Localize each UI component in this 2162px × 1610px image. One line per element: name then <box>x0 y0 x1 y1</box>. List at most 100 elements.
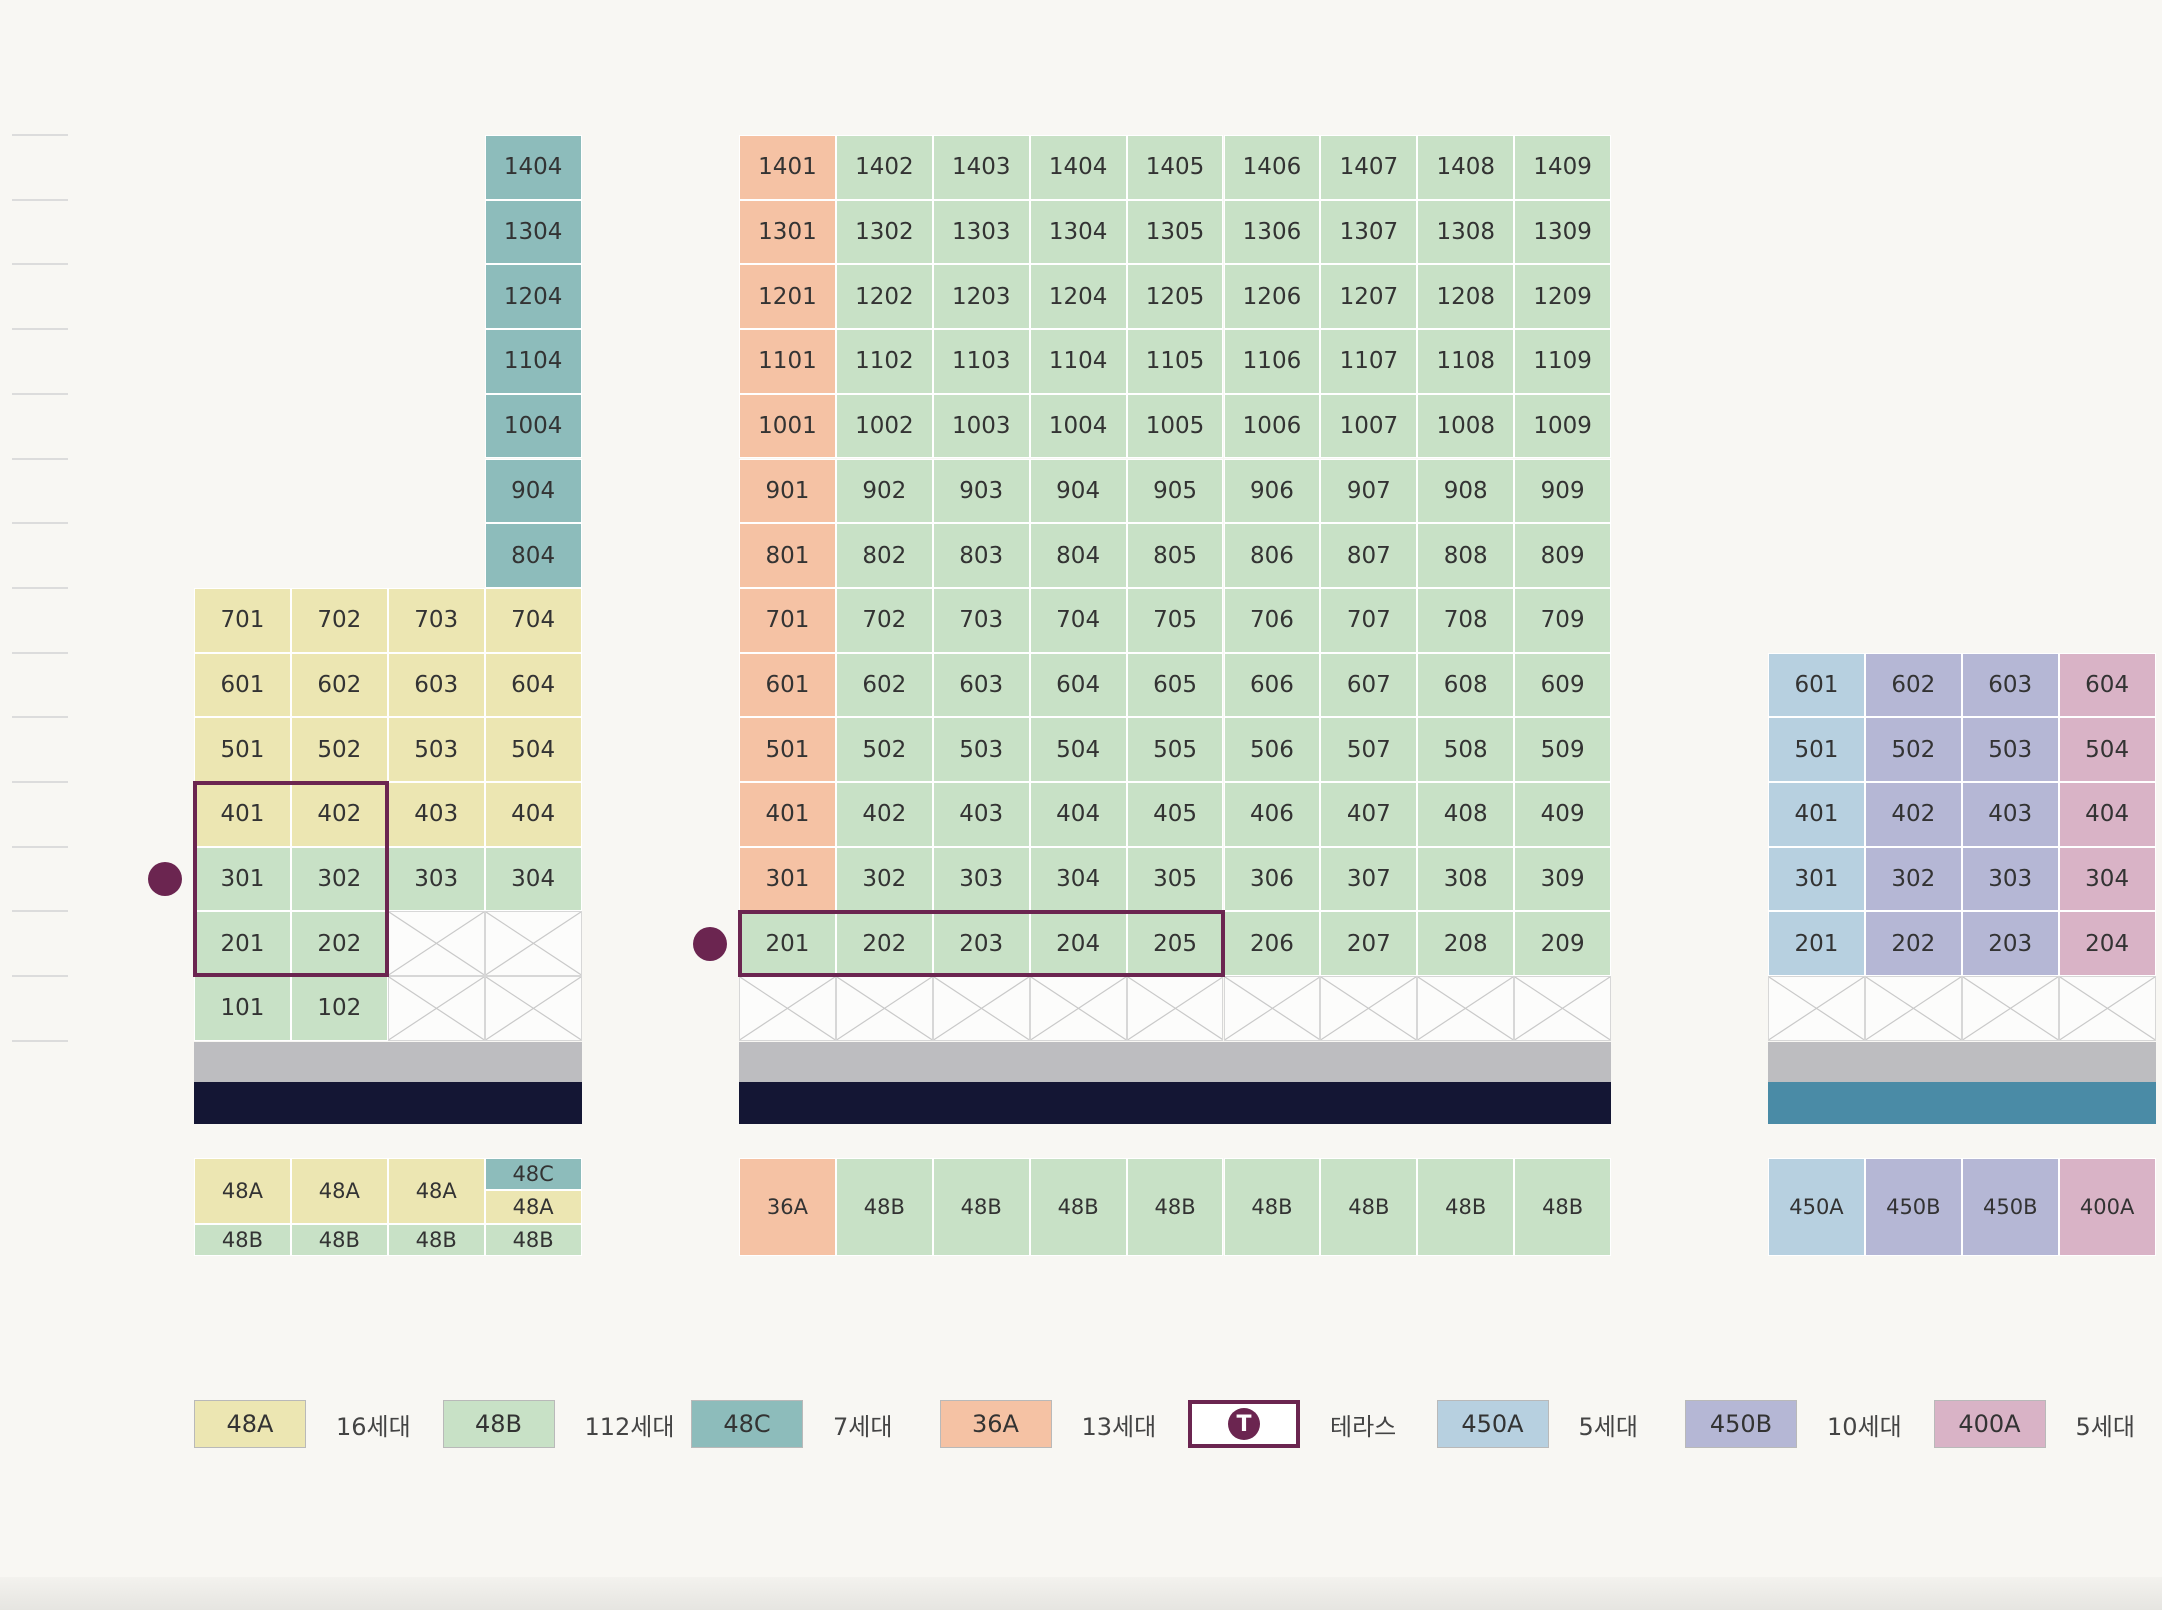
unit-cell[interactable]: 702 <box>835 587 933 653</box>
unit-cell[interactable]: 606 <box>1223 652 1321 718</box>
unit-cell[interactable]: 502 <box>1864 717 1962 782</box>
unit-cell[interactable]: 508 <box>1417 717 1515 782</box>
unit-cell[interactable]: 1009 <box>1514 393 1612 459</box>
unit-cell[interactable]: 507 <box>1320 717 1418 782</box>
unit-cell[interactable]: 605 <box>1126 652 1224 718</box>
unit-cell[interactable]: 404 <box>2058 782 2156 847</box>
unit-cell[interactable]: 803 <box>932 523 1030 588</box>
unit-cell[interactable]: 602 <box>835 652 933 718</box>
unit-cell[interactable]: 708 <box>1417 587 1515 653</box>
unit-cell[interactable]: 602 <box>290 652 388 718</box>
unit-cell[interactable]: 1207 <box>1320 264 1418 330</box>
unit-cell[interactable]: 804 <box>1029 523 1127 588</box>
unit-cell[interactable]: 702 <box>290 587 388 653</box>
unit-cell[interactable]: 801 <box>739 523 836 588</box>
unit-cell[interactable]: 906 <box>1223 458 1321 524</box>
unit-cell[interactable]: 201 <box>1768 911 1865 977</box>
unit-cell[interactable]: 205 <box>1126 911 1224 977</box>
unit-cell[interactable]: 503 <box>387 717 485 782</box>
unit-cell[interactable]: 903 <box>932 458 1030 524</box>
unit-cell[interactable]: 802 <box>835 523 933 588</box>
unit-cell[interactable]: 1201 <box>739 264 836 330</box>
unit-cell[interactable]: 807 <box>1320 523 1418 588</box>
unit-cell[interactable]: 1107 <box>1320 329 1418 394</box>
unit-cell[interactable]: 1407 <box>1320 135 1418 200</box>
unit-cell[interactable]: 208 <box>1417 911 1515 977</box>
unit-cell[interactable]: 608 <box>1417 652 1515 718</box>
unit-cell[interactable]: 505 <box>1126 717 1224 782</box>
unit-cell[interactable]: 904 <box>484 458 582 524</box>
unit-cell[interactable]: 1206 <box>1223 264 1321 330</box>
unit-cell[interactable]: 501 <box>739 717 836 782</box>
unit-cell[interactable]: 804 <box>484 523 582 588</box>
unit-cell[interactable]: 604 <box>2058 652 2156 718</box>
unit-cell[interactable]: 1403 <box>932 135 1030 200</box>
unit-cell[interactable]: 1202 <box>835 264 933 330</box>
unit-cell[interactable]: 1005 <box>1126 393 1224 459</box>
unit-cell[interactable]: 501 <box>194 717 291 782</box>
unit-cell[interactable]: 307 <box>1320 846 1418 912</box>
unit-cell[interactable]: 1001 <box>739 393 836 459</box>
unit-cell[interactable]: 506 <box>1223 717 1321 782</box>
unit-cell[interactable]: 1002 <box>835 393 933 459</box>
unit-cell[interactable]: 201 <box>194 911 291 977</box>
unit-cell[interactable]: 601 <box>1768 652 1865 718</box>
unit-cell[interactable]: 1204 <box>1029 264 1127 330</box>
unit-cell[interactable]: 204 <box>1029 911 1127 977</box>
unit-cell[interactable]: 1203 <box>932 264 1030 330</box>
unit-cell[interactable]: 504 <box>2058 717 2156 782</box>
unit-cell[interactable]: 403 <box>1961 782 2059 847</box>
unit-cell[interactable]: 1006 <box>1223 393 1321 459</box>
unit-cell[interactable]: 1305 <box>1126 199 1224 265</box>
unit-cell[interactable]: 603 <box>387 652 485 718</box>
unit-cell[interactable]: 1402 <box>835 135 933 200</box>
unit-cell[interactable]: 809 <box>1514 523 1612 588</box>
unit-cell[interactable]: 304 <box>1029 846 1127 912</box>
unit-cell[interactable]: 706 <box>1223 587 1321 653</box>
unit-cell[interactable]: 604 <box>1029 652 1127 718</box>
unit-cell[interactable]: 302 <box>835 846 933 912</box>
unit-cell[interactable]: 704 <box>484 587 582 653</box>
unit-cell[interactable]: 805 <box>1126 523 1224 588</box>
unit-cell[interactable]: 207 <box>1320 911 1418 977</box>
unit-cell[interactable]: 306 <box>1223 846 1321 912</box>
unit-cell[interactable]: 604 <box>484 652 582 718</box>
unit-cell[interactable]: 403 <box>387 782 485 847</box>
unit-cell[interactable]: 907 <box>1320 458 1418 524</box>
unit-cell[interactable]: 501 <box>1768 717 1865 782</box>
unit-cell[interactable]: 203 <box>932 911 1030 977</box>
unit-cell[interactable]: 1304 <box>1029 199 1127 265</box>
unit-cell[interactable]: 1309 <box>1514 199 1612 265</box>
unit-cell[interactable]: 1104 <box>484 329 582 394</box>
unit-cell[interactable]: 1004 <box>1029 393 1127 459</box>
unit-cell[interactable]: 405 <box>1126 782 1224 847</box>
unit-cell[interactable]: 609 <box>1514 652 1612 718</box>
unit-cell[interactable]: 404 <box>484 782 582 847</box>
unit-cell[interactable]: 1004 <box>484 393 582 459</box>
unit-cell[interactable]: 1205 <box>1126 264 1224 330</box>
unit-cell[interactable]: 1405 <box>1126 135 1224 200</box>
unit-cell[interactable]: 409 <box>1514 782 1612 847</box>
unit-cell[interactable]: 303 <box>932 846 1030 912</box>
unit-cell[interactable]: 504 <box>484 717 582 782</box>
unit-cell[interactable]: 1303 <box>932 199 1030 265</box>
unit-cell[interactable]: 206 <box>1223 911 1321 977</box>
unit-cell[interactable]: 1007 <box>1320 393 1418 459</box>
unit-cell[interactable]: 305 <box>1126 846 1224 912</box>
unit-cell[interactable]: 407 <box>1320 782 1418 847</box>
unit-cell[interactable]: 402 <box>290 782 388 847</box>
unit-cell[interactable]: 904 <box>1029 458 1127 524</box>
unit-cell[interactable]: 902 <box>835 458 933 524</box>
unit-cell[interactable]: 1104 <box>1029 329 1127 394</box>
unit-cell[interactable]: 1308 <box>1417 199 1515 265</box>
unit-cell[interactable]: 1003 <box>932 393 1030 459</box>
unit-cell[interactable]: 1109 <box>1514 329 1612 394</box>
unit-cell[interactable]: 408 <box>1417 782 1515 847</box>
unit-cell[interactable]: 704 <box>1029 587 1127 653</box>
unit-cell[interactable]: 303 <box>1961 846 2059 912</box>
unit-cell[interactable]: 1105 <box>1126 329 1224 394</box>
unit-cell[interactable]: 302 <box>290 846 388 912</box>
unit-cell[interactable]: 1302 <box>835 199 933 265</box>
unit-cell[interactable]: 603 <box>1961 652 2059 718</box>
unit-cell[interactable]: 203 <box>1961 911 2059 977</box>
